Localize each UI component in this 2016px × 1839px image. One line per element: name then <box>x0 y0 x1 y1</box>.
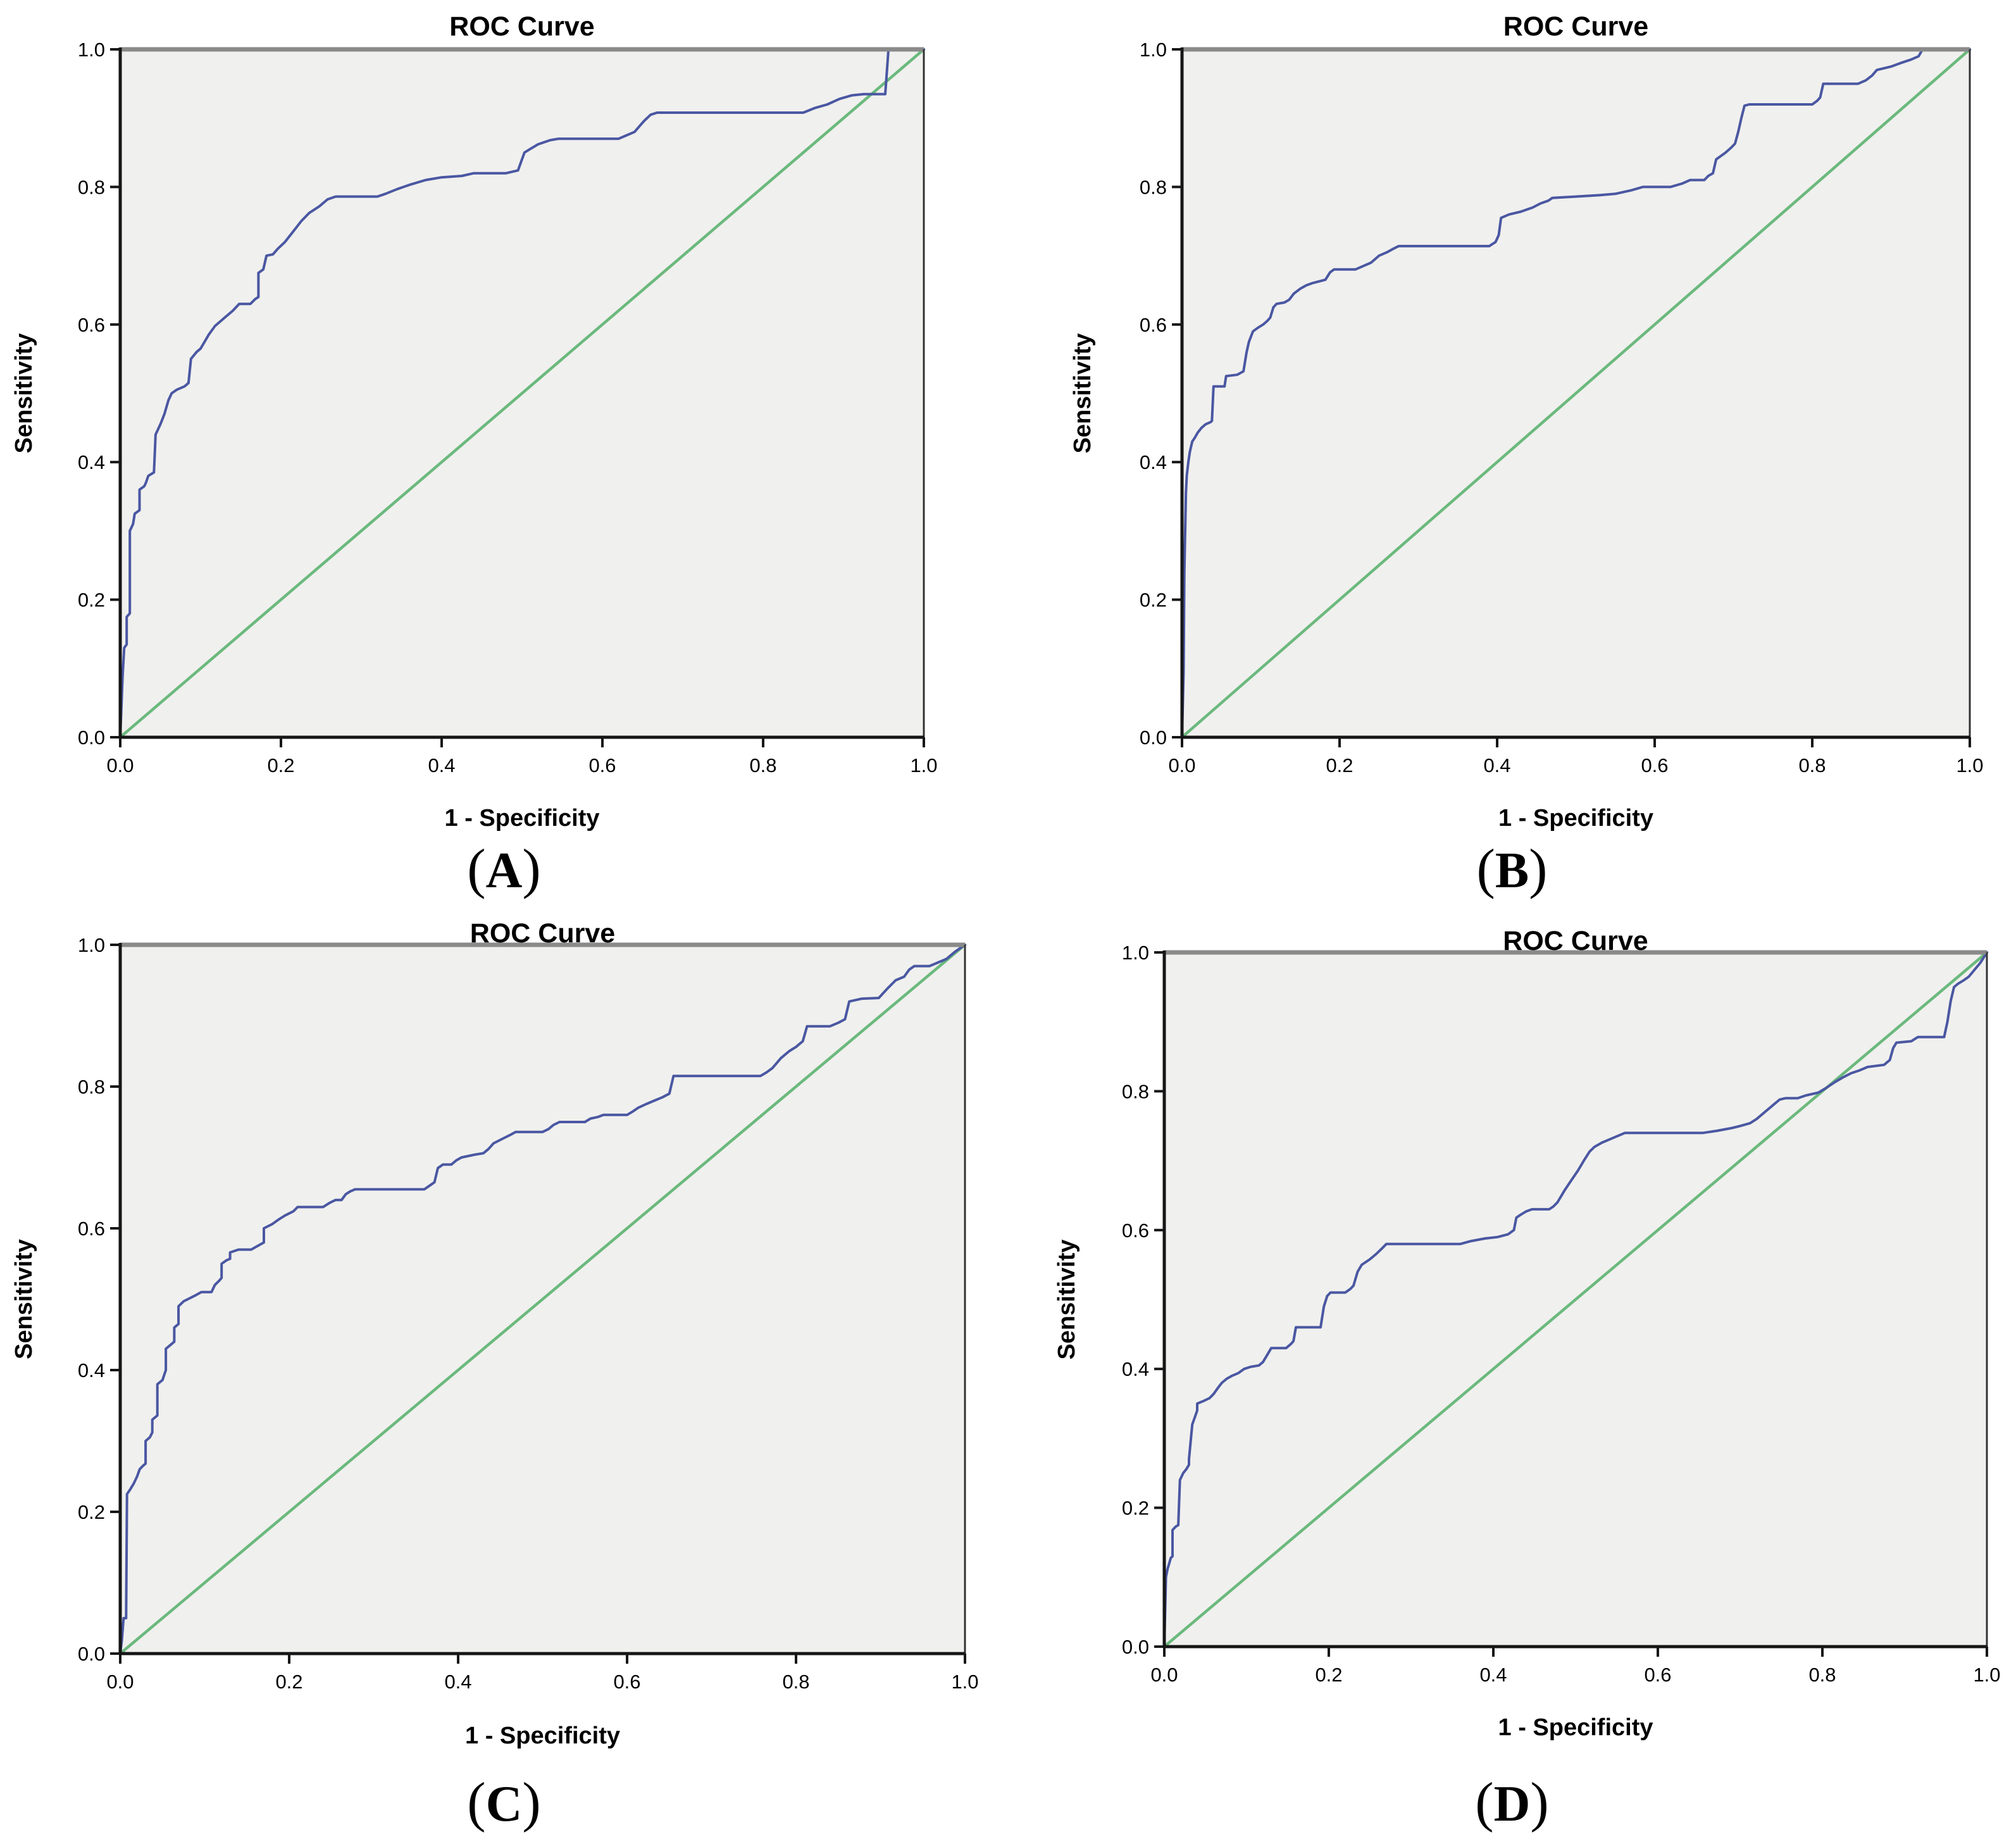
roc-panel-a: 0.0 0.2 0.4 0.6 0.8 1.0 0.0 0.2 0.4 0.6 0.8 1.0 ROC … <box>0 0 1008 920</box>
x-tick-label: 0.6 <box>1644 1664 1671 1686</box>
roc-chart-a: 0.0 0.2 0.4 0.6 0.8 1.0 0.0 0.2 0.4 0.6 0.8 1.0 ROC … <box>11 11 938 832</box>
y-tick-label: 1.0 <box>78 934 105 956</box>
y-tick-label: 0.8 <box>78 1076 105 1098</box>
y-tick-label: 0.8 <box>1140 176 1167 198</box>
x-axis-label: 1 - Specificity <box>445 805 600 832</box>
caption-close-paren: ) <box>1529 838 1548 900</box>
reference-diagonal-line <box>118 943 967 1655</box>
reference-diagonal-line <box>1162 951 1989 1649</box>
roc-curve-line <box>1163 951 1988 1648</box>
roc-chart-d: 0.0 0.2 0.4 0.6 0.8 1.0 0.0 0.2 0.4 0.6 0.8 1.0 ROC … <box>1054 926 2001 1741</box>
x-tick-label: 1.0 <box>951 1671 978 1693</box>
x-tick-label: 0.4 <box>1479 1664 1507 1686</box>
panel-caption-c: (C) <box>467 1775 540 1831</box>
y-tick-label: 0.2 <box>78 589 105 611</box>
roc-curve-line <box>1181 48 1971 739</box>
caption-open-paren: ( <box>1476 838 1495 900</box>
caption-open-paren: ( <box>1475 1772 1494 1833</box>
y-tick-label: 0.6 <box>1122 1219 1149 1242</box>
x-tick-label: 0.4 <box>444 1671 471 1693</box>
x-tick-label: 0.0 <box>106 1671 134 1693</box>
y-tick-label: 0.6 <box>1140 314 1167 336</box>
y-tick-label: 0.2 <box>1140 589 1167 611</box>
caption-close-paren: ) <box>1530 1772 1549 1833</box>
reference-diagonal-line <box>118 47 926 739</box>
y-tick-label: 0.0 <box>1140 726 1167 749</box>
x-tick-label: 0.8 <box>1808 1664 1836 1686</box>
x-tick-label: 0.6 <box>588 754 616 776</box>
roc-panel-b: 0.0 0.2 0.4 0.6 0.8 1.0 0.0 0.2 0.4 0.6 0.8 1.0 ROC … <box>1008 0 2016 920</box>
y-tick-label: 1.0 <box>1122 942 1149 964</box>
roc-panel-d: 0.0 0.2 0.4 0.6 0.8 1.0 0.0 0.2 0.4 0.6 0.8 1.0 ROC … <box>1008 920 2016 1839</box>
y-tick-label: 0.0 <box>1122 1636 1149 1658</box>
x-tick-label: 0.4 <box>428 754 455 776</box>
panel-caption-d: (D) <box>1475 1775 1548 1831</box>
y-tick-label: 0.0 <box>78 726 105 749</box>
caption-open-paren: ( <box>467 838 486 900</box>
y-axis-label: Sensitivity <box>1054 1239 1080 1359</box>
y-axis-label: Sensitivity <box>1069 333 1096 453</box>
chart-title: ROC Curve <box>1503 926 1648 956</box>
caption-letter: A <box>485 843 523 899</box>
y-tick-label: 0.2 <box>1122 1497 1149 1519</box>
x-axis-label: 1 - Specificity <box>1498 1714 1653 1741</box>
roc-curve-line <box>119 944 966 1655</box>
panel-caption-a: (A) <box>467 842 540 897</box>
roc-chart-b: 0.0 0.2 0.4 0.6 0.8 1.0 0.0 0.2 0.4 0.6 0.8 1.0 ROC … <box>1069 11 1984 832</box>
x-tick-label: 0.8 <box>1798 754 1826 776</box>
chart-title: ROC Curve <box>470 920 615 949</box>
x-tick-label: 0.0 <box>1168 754 1195 776</box>
panel-caption-b: (B) <box>1477 842 1548 897</box>
x-tick-label: 0.0 <box>106 754 134 776</box>
y-tick-label: 1.0 <box>78 39 105 61</box>
y-axis-label: Sensitivity <box>11 1239 37 1359</box>
y-tick-label: 0.4 <box>1140 451 1167 473</box>
roc-panel-c: 0.0 0.2 0.4 0.6 0.8 1.0 0.0 0.2 0.4 0.6 0.8 1.0 ROC … <box>0 920 1008 1839</box>
x-tick-label: 0.6 <box>1641 754 1668 776</box>
y-tick-label: 0.2 <box>78 1501 105 1523</box>
caption-close-paren: ) <box>522 838 541 900</box>
caption-letter: C <box>485 1776 523 1832</box>
x-tick-label: 1.0 <box>1973 1664 2000 1686</box>
y-tick-label: 0.4 <box>78 451 105 473</box>
x-tick-label: 0.4 <box>1483 754 1510 776</box>
x-tick-label: 1.0 <box>910 754 937 776</box>
x-tick-label: 0.8 <box>782 1671 809 1693</box>
y-tick-label: 0.8 <box>1122 1080 1149 1102</box>
x-tick-label: 0.0 <box>1150 1664 1178 1686</box>
x-tick-label: 0.2 <box>267 754 294 776</box>
chart-title: ROC Curve <box>1503 11 1648 42</box>
y-tick-label: 0.4 <box>1122 1358 1149 1380</box>
y-tick-label: 0.6 <box>78 1218 105 1240</box>
caption-letter: B <box>1495 843 1529 899</box>
roc-curve-line <box>119 48 925 739</box>
reference-diagonal-line <box>1180 47 1972 739</box>
x-axis-label: 1 - Specificity <box>465 1723 620 1749</box>
x-tick-label: 0.6 <box>613 1671 640 1693</box>
chart-title: ROC Curve <box>449 11 594 42</box>
y-tick-label: 0.0 <box>78 1643 105 1665</box>
caption-close-paren: ) <box>522 1772 541 1833</box>
x-tick-label: 0.2 <box>1326 754 1353 776</box>
caption-letter: D <box>1493 1776 1531 1832</box>
y-tick-label: 0.6 <box>78 314 105 336</box>
x-axis-label: 1 - Specificity <box>1498 805 1653 832</box>
caption-open-paren: ( <box>467 1772 486 1833</box>
x-tick-label: 0.8 <box>749 754 776 776</box>
x-tick-label: 1.0 <box>1956 754 1983 776</box>
y-axis-label: Sensitivity <box>11 333 37 453</box>
y-tick-label: 0.8 <box>78 176 105 198</box>
x-tick-label: 0.2 <box>275 1671 302 1693</box>
roc-chart-c: 0.0 0.2 0.4 0.6 0.8 1.0 0.0 0.2 0.4 0.6 0.8 1.0 ROC … <box>11 920 979 1749</box>
y-tick-label: 1.0 <box>1140 39 1167 61</box>
x-tick-label: 0.2 <box>1315 1664 1342 1686</box>
y-tick-label: 0.4 <box>78 1359 105 1381</box>
